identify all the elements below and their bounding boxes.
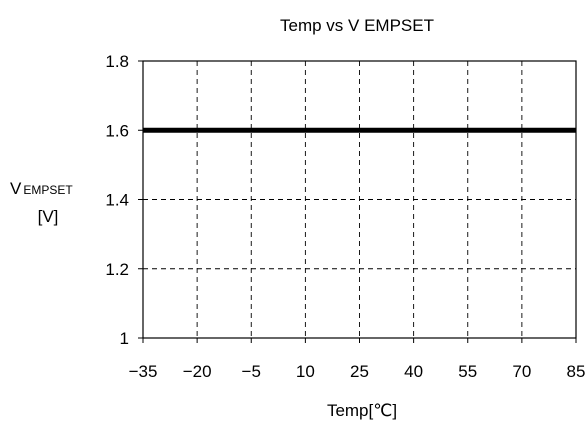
y-axis-label-sub: EMPSET (23, 183, 73, 197)
x-tick-labels: −35 −20 −5 10 25 40 55 70 85 (129, 362, 586, 381)
y-axis-label: V EMPSET (10, 179, 73, 198)
x-axis-label: Temp[℃] (327, 401, 397, 420)
x-tick-label: 70 (512, 362, 531, 381)
x-tick-label: −20 (183, 362, 212, 381)
y-tick-label: 1 (120, 329, 129, 348)
y-axis-unit: [V] (38, 207, 59, 226)
y-axis-label-main: V (10, 179, 22, 198)
y-tick-label: 1.4 (105, 191, 129, 210)
x-tick-label: −35 (129, 362, 158, 381)
x-tick-label: 25 (350, 362, 369, 381)
x-tick-label: −5 (242, 362, 261, 381)
grid (138, 60, 577, 343)
y-tick-label: 1.6 (105, 121, 129, 140)
x-tick-label: 55 (458, 362, 477, 381)
x-tick-label: 10 (296, 362, 315, 381)
plot-frame (142, 60, 577, 339)
y-tick-label: 1.8 (105, 52, 129, 71)
y-tick-label: 1.2 (105, 260, 129, 279)
y-tick-labels: 1 1.2 1.4 1.6 1.8 (105, 52, 129, 348)
x-tick-label: 40 (404, 362, 423, 381)
x-tick-label: 85 (567, 362, 586, 381)
chart-title: Temp vs V EMPSET (280, 16, 434, 35)
